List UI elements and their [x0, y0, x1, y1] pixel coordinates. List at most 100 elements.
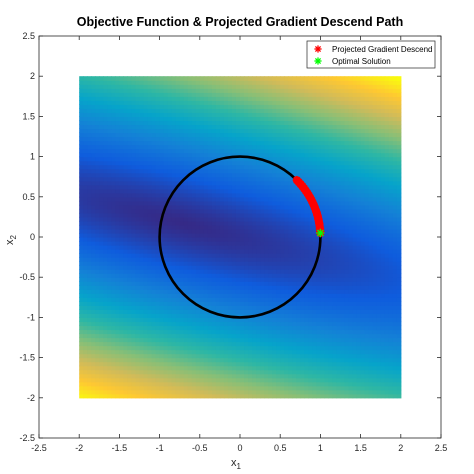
heatmap-cell: [143, 160, 149, 166]
heatmap-cell: [340, 381, 346, 387]
heatmap-cell: [99, 289, 104, 294]
heatmap-cell: [364, 317, 370, 323]
heatmap-cell: [207, 245, 213, 250]
heatmap-cell: [368, 293, 374, 298]
heatmap-cell: [356, 357, 362, 363]
heatmap-cell: [215, 309, 221, 314]
heatmap-cell: [195, 365, 201, 371]
heatmap-cell: [332, 329, 338, 335]
heatmap-cell: [139, 345, 145, 351]
heatmap-cell: [235, 232, 241, 238]
heatmap-cell: [207, 261, 213, 266]
heatmap-cell: [364, 381, 370, 387]
heatmap-cell: [219, 265, 225, 270]
heatmap-cell: [115, 216, 120, 222]
heatmap-cell: [340, 277, 346, 282]
heatmap-cell: [344, 152, 350, 158]
heatmap-cell: [268, 192, 273, 198]
heatmap-cell: [392, 333, 398, 339]
heatmap-cell: [111, 224, 116, 230]
heatmap-cell: [260, 212, 265, 218]
heatmap-cell: [167, 156, 173, 162]
heatmap-cell: [147, 321, 153, 327]
heatmap-cell: [384, 245, 390, 250]
heatmap-cell: [179, 293, 185, 298]
heatmap-cell: [111, 385, 116, 391]
heatmap-cell: [396, 305, 402, 310]
heatmap-cell: [131, 321, 137, 327]
heatmap-cell: [328, 168, 334, 174]
heatmap-cell: [147, 381, 153, 387]
heatmap-cell: [143, 385, 149, 391]
heatmap-cell: [119, 389, 125, 395]
heatmap-cell: [167, 224, 173, 230]
heatmap-cell: [171, 257, 177, 262]
heatmap-cell: [119, 160, 125, 166]
heatmap-cell: [135, 176, 141, 182]
heatmap-cell: [227, 277, 233, 282]
heatmap-cell: [388, 184, 394, 190]
heatmap-cell: [332, 373, 338, 379]
heatmap-cell: [336, 277, 342, 282]
heatmap-cell: [264, 180, 269, 186]
heatmap-cell: [135, 337, 141, 343]
heatmap-cell: [235, 285, 241, 290]
heatmap-cell: [187, 232, 193, 238]
heatmap-cell: [219, 381, 225, 387]
heatmap-cell: [211, 285, 217, 290]
heatmap-cell: [244, 333, 249, 339]
heatmap-cell: [292, 353, 297, 359]
heatmap-cell: [392, 176, 398, 182]
heatmap-cell: [227, 212, 233, 218]
heatmap-cell: [91, 313, 96, 318]
heatmap-cell: [207, 204, 213, 210]
heatmap-cell: [191, 309, 197, 314]
heatmap-cell: [296, 204, 301, 210]
heatmap-cell: [248, 184, 253, 190]
heatmap-cell: [91, 168, 96, 174]
heatmap-cell: [207, 216, 213, 222]
heatmap-cell: [147, 349, 153, 355]
heatmap-cell: [244, 317, 249, 323]
heatmap-cell: [199, 184, 205, 190]
heatmap-cell: [131, 245, 137, 250]
heatmap-cell: [308, 168, 313, 174]
heatmap-cell: [199, 253, 205, 258]
heatmap-cell: [107, 361, 112, 367]
heatmap-cell: [316, 341, 321, 347]
heatmap-cell: [360, 385, 366, 391]
heatmap-cell: [352, 345, 358, 351]
heatmap-cell: [292, 192, 297, 198]
heatmap-cell: [332, 208, 338, 214]
heatmap-cell: [248, 253, 253, 258]
heatmap-cell: [135, 341, 141, 347]
heatmap-cell: [87, 245, 92, 250]
heatmap-cell: [135, 237, 141, 242]
heatmap-cell: [103, 245, 108, 250]
heatmap-cell: [252, 245, 257, 250]
heatmap-cell: [91, 265, 96, 270]
heatmap-cell: [260, 277, 265, 282]
heatmap-cell: [360, 309, 366, 314]
heatmap-cell: [203, 172, 209, 178]
heatmap-cell: [328, 333, 334, 339]
heatmap-cell: [304, 208, 309, 214]
heatmap-cell: [111, 232, 116, 238]
heatmap-cell: [91, 232, 96, 238]
heatmap-cell: [215, 389, 221, 395]
heatmap-cell: [376, 297, 382, 302]
heatmap-cell: [296, 377, 301, 383]
heatmap-cell: [183, 373, 189, 379]
heatmap-cell: [83, 325, 88, 331]
heatmap-cell: [179, 196, 185, 202]
heatmap-cell: [155, 261, 161, 266]
heatmap-cell: [364, 349, 370, 355]
heatmap-cell: [360, 180, 366, 186]
heatmap-cell: [304, 172, 309, 178]
heatmap-cell: [127, 341, 133, 347]
heatmap-cell: [344, 257, 350, 262]
heatmap-cell: [191, 257, 197, 262]
heatmap-cell: [219, 204, 225, 210]
heatmap-cell: [268, 377, 273, 383]
heatmap-cell: [320, 341, 326, 347]
